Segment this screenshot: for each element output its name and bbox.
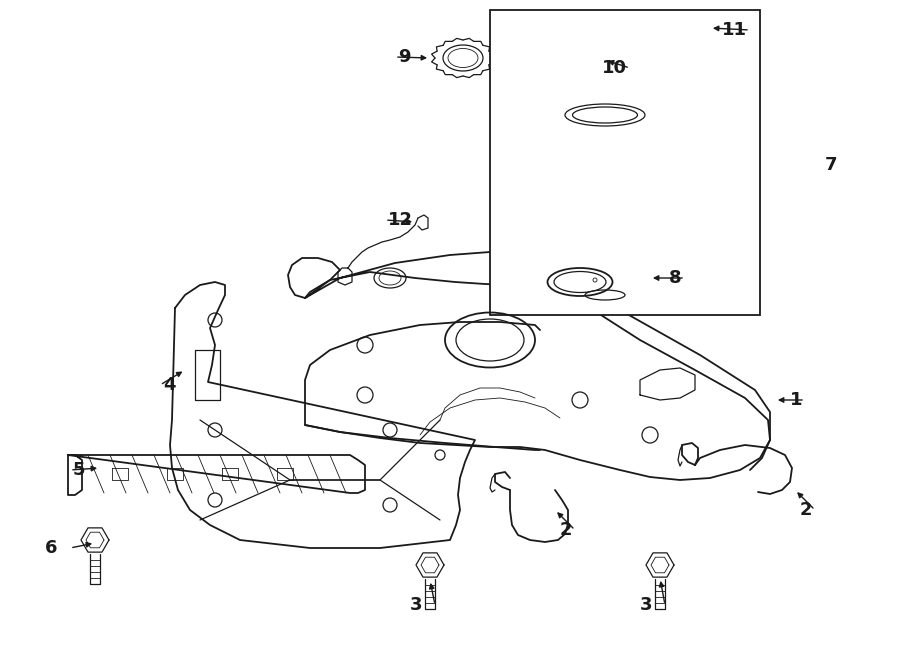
Text: 5: 5	[73, 461, 86, 479]
Text: 11: 11	[722, 21, 747, 39]
Text: 2: 2	[560, 521, 572, 539]
Text: 10: 10	[602, 59, 627, 77]
Text: 3: 3	[640, 596, 652, 614]
Text: 8: 8	[670, 269, 682, 287]
Bar	[490, 10, 760, 315]
Text: 3: 3	[410, 596, 422, 614]
Text: 6: 6	[44, 539, 57, 557]
Text: 1: 1	[789, 391, 802, 409]
Text: 4: 4	[163, 376, 176, 394]
Text: 7: 7	[824, 156, 837, 174]
Text: 9: 9	[398, 48, 410, 66]
Text: 12: 12	[388, 211, 413, 229]
Text: 2: 2	[799, 501, 812, 519]
